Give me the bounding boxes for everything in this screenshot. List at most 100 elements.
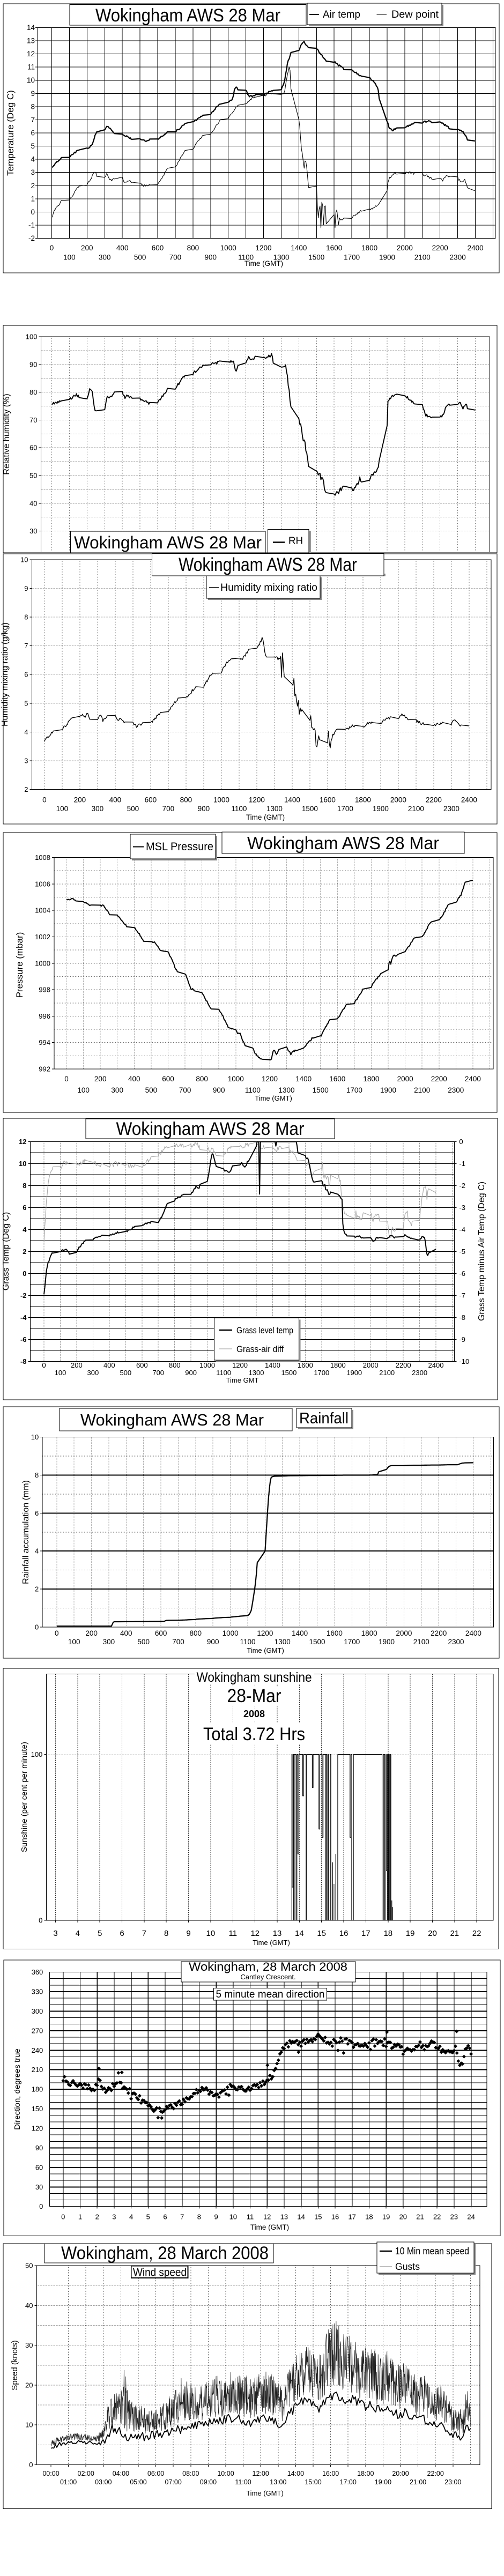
svg-text:400: 400 xyxy=(128,1075,140,1083)
svg-text:2200: 2200 xyxy=(426,796,442,804)
svg-text:600: 600 xyxy=(136,1361,148,1369)
svg-text:8: 8 xyxy=(35,1471,39,1479)
svg-text:22: 22 xyxy=(433,2213,441,2221)
svg-text:1004: 1004 xyxy=(35,907,50,915)
svg-text:-1: -1 xyxy=(459,1160,465,1168)
svg-text:09:00: 09:00 xyxy=(200,2478,217,2486)
svg-text:100: 100 xyxy=(31,1750,43,1758)
svg-text:8: 8 xyxy=(23,1182,26,1190)
svg-text:5 minute mean direction: 5 minute mean direction xyxy=(216,1989,325,2000)
svg-text:Time (GMT): Time (GMT) xyxy=(253,1939,290,1947)
svg-text:MSL Pressure: MSL Pressure xyxy=(146,841,213,853)
svg-text:100: 100 xyxy=(68,1638,80,1646)
svg-text:14: 14 xyxy=(27,24,35,32)
svg-text:Time (GMT): Time (GMT) xyxy=(246,2489,284,2497)
svg-text:Grass level temp: Grass level temp xyxy=(236,1325,293,1335)
svg-text:Direction, degrees true: Direction, degrees true xyxy=(13,2048,22,2130)
svg-text:Wokingham, 28 March 2008: Wokingham, 28 March 2008 xyxy=(61,2243,269,2263)
svg-text:8: 8 xyxy=(31,102,35,110)
svg-text:Cantley Crescent.: Cantley Crescent. xyxy=(240,1973,295,1981)
svg-text:4: 4 xyxy=(24,728,28,736)
svg-text:400: 400 xyxy=(120,1629,132,1637)
svg-text:2400: 2400 xyxy=(428,1361,444,1369)
svg-text:Wokingham, 28 March 2008: Wokingham, 28 March 2008 xyxy=(189,1960,347,1973)
svg-text:12:00: 12:00 xyxy=(253,2470,269,2477)
svg-text:Wokingham AWS 28 Mar: Wokingham AWS 28 Mar xyxy=(179,554,357,575)
svg-text:04:00: 04:00 xyxy=(113,2470,129,2477)
svg-text:2: 2 xyxy=(23,1248,26,1256)
svg-text:2100: 2100 xyxy=(408,805,424,813)
svg-text:500: 500 xyxy=(145,1086,158,1094)
svg-text:996: 996 xyxy=(39,1012,50,1020)
svg-text:22: 22 xyxy=(472,1929,481,1938)
svg-text:30: 30 xyxy=(35,2183,43,2191)
svg-text:Wokingham AWS 28 Mar: Wokingham AWS 28 Mar xyxy=(116,1119,305,1139)
svg-text:14: 14 xyxy=(297,2213,305,2221)
svg-text:Wokingham AWS 28 Mar: Wokingham AWS 28 Mar xyxy=(95,5,280,26)
svg-text:11:00: 11:00 xyxy=(235,2478,251,2486)
svg-text:03:00: 03:00 xyxy=(95,2478,112,2486)
svg-text:1300: 1300 xyxy=(266,805,283,813)
svg-text:11: 11 xyxy=(229,1929,238,1938)
svg-text:21: 21 xyxy=(416,2213,424,2221)
svg-text:1500: 1500 xyxy=(281,1369,297,1377)
svg-text:1300: 1300 xyxy=(275,1638,291,1646)
svg-text:18: 18 xyxy=(383,1929,392,1938)
svg-text:5: 5 xyxy=(146,2213,150,2221)
svg-text:20: 20 xyxy=(428,1929,437,1938)
svg-text:2: 2 xyxy=(35,1585,39,1593)
svg-text:700: 700 xyxy=(152,1369,164,1377)
svg-text:4: 4 xyxy=(31,155,35,164)
svg-text:0: 0 xyxy=(64,1075,69,1083)
svg-text:9: 9 xyxy=(186,1929,190,1938)
svg-text:4: 4 xyxy=(35,1547,39,1555)
svg-text:6: 6 xyxy=(24,671,28,679)
svg-text:1002: 1002 xyxy=(35,933,50,941)
svg-text:2400: 2400 xyxy=(465,1075,481,1083)
svg-text:1200: 1200 xyxy=(232,1361,248,1369)
svg-text:6: 6 xyxy=(35,1509,39,1517)
svg-text:500: 500 xyxy=(134,254,146,262)
svg-text:600: 600 xyxy=(152,244,164,252)
svg-text:6: 6 xyxy=(23,1204,26,1212)
svg-text:500: 500 xyxy=(127,805,139,813)
svg-text:1400: 1400 xyxy=(295,1075,312,1083)
svg-text:2400: 2400 xyxy=(461,796,477,804)
svg-text:0: 0 xyxy=(39,1917,42,1925)
svg-text:Time (GMT): Time (GMT) xyxy=(246,813,285,821)
svg-text:10: 10 xyxy=(229,2213,237,2221)
svg-text:Relative humidity (%): Relative humidity (%) xyxy=(2,394,11,474)
svg-text:10: 10 xyxy=(27,76,35,84)
svg-text:7: 7 xyxy=(24,642,28,650)
svg-text:0: 0 xyxy=(29,2461,33,2469)
svg-text:1700: 1700 xyxy=(337,805,353,813)
svg-text:270: 270 xyxy=(32,2026,43,2035)
svg-text:Wokingham sunshine: Wokingham sunshine xyxy=(197,1670,312,1685)
svg-text:50: 50 xyxy=(25,2262,33,2270)
svg-text:10:00: 10:00 xyxy=(217,2470,234,2477)
svg-text:2: 2 xyxy=(31,182,35,190)
svg-text:1100: 1100 xyxy=(231,805,247,813)
svg-text:-8: -8 xyxy=(20,1357,27,1365)
svg-text:16: 16 xyxy=(339,1929,349,1938)
svg-text:8: 8 xyxy=(164,1929,168,1938)
svg-text:1006: 1006 xyxy=(35,880,50,888)
svg-text:19: 19 xyxy=(406,1929,415,1938)
svg-text:7: 7 xyxy=(142,1929,146,1938)
svg-text:800: 800 xyxy=(180,796,192,804)
svg-text:300: 300 xyxy=(99,254,111,262)
svg-text:6: 6 xyxy=(163,2213,167,2221)
svg-text:19: 19 xyxy=(382,2213,390,2221)
svg-text:2400: 2400 xyxy=(465,1629,481,1637)
svg-text:11: 11 xyxy=(27,63,35,71)
svg-text:1: 1 xyxy=(31,195,35,203)
svg-text:992: 992 xyxy=(39,1065,50,1073)
svg-text:Gusts: Gusts xyxy=(395,2261,420,2272)
svg-text:8: 8 xyxy=(24,613,28,621)
svg-text:1600: 1600 xyxy=(326,244,342,252)
svg-text:1500: 1500 xyxy=(309,1638,325,1646)
svg-text:80: 80 xyxy=(29,388,37,396)
svg-text:800: 800 xyxy=(196,1075,208,1083)
svg-text:1100: 1100 xyxy=(245,1086,261,1094)
svg-text:15:00: 15:00 xyxy=(305,2478,321,2486)
